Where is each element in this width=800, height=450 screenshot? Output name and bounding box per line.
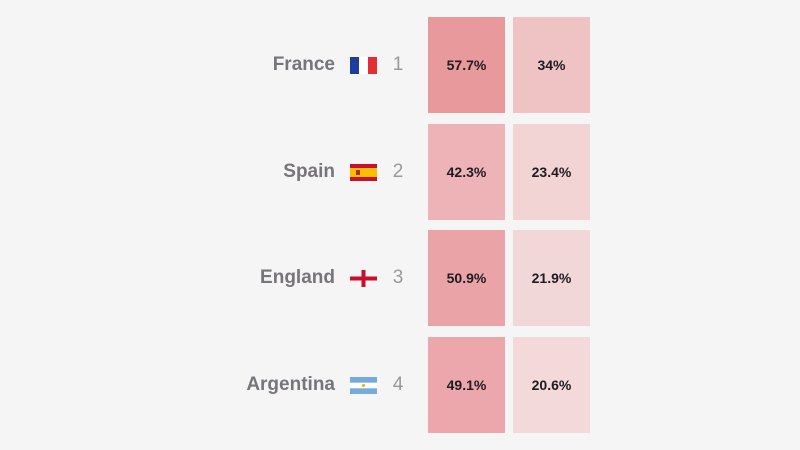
argentina-flag-icon — [350, 377, 377, 394]
heat-cell: 21.9% — [513, 230, 590, 326]
table-row: Spain 2 42.3% 23.4% — [0, 124, 800, 220]
team-name: England — [260, 267, 335, 288]
heat-cell: 49.1% — [428, 337, 505, 433]
table-row: France 1 57.7% 34% — [0, 17, 800, 113]
heat-cell: 57.7% — [428, 17, 505, 113]
team-name: France — [272, 54, 335, 75]
heat-cell: 34% — [513, 17, 590, 113]
france-flag-icon — [350, 57, 377, 74]
rank-number: 3 — [392, 267, 404, 288]
england-flag-icon — [350, 270, 377, 287]
table-row: England 3 50.9% 21.9% — [0, 230, 800, 326]
rank-number: 2 — [392, 161, 404, 182]
heat-cell: 42.3% — [428, 124, 505, 220]
table-row: Argentina 4 49.1% 20.6% — [0, 337, 800, 433]
team-name: Argentina — [246, 374, 335, 395]
spain-flag-icon — [350, 164, 377, 181]
team-name: Spain — [283, 161, 335, 182]
rank-number: 4 — [392, 374, 404, 395]
heat-cell: 23.4% — [513, 124, 590, 220]
rank-number: 1 — [392, 54, 404, 75]
heat-cell: 50.9% — [428, 230, 505, 326]
heat-cell: 20.6% — [513, 337, 590, 433]
